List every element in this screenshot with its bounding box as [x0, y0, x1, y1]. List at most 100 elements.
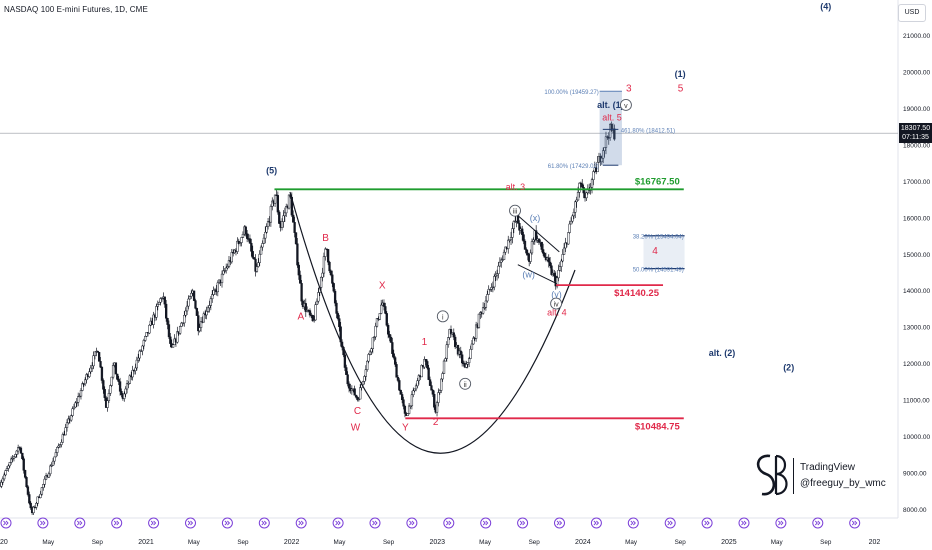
- level-label: $10484.75: [635, 421, 681, 432]
- candle-body: [300, 283, 303, 302]
- candle-body: [285, 206, 288, 214]
- candle-body: [558, 266, 562, 271]
- candle-body: [245, 233, 249, 239]
- time-axis[interactable]: 2020 May Sep 2021 May Sep 2022 May Sep 2023 May Sep…: [0, 517, 880, 546]
- candle-body: [456, 345, 460, 355]
- candle-body: [353, 388, 356, 396]
- candle-body: [562, 247, 566, 255]
- price-tick-label: 20000.00: [903, 70, 930, 77]
- candle-body: [287, 194, 291, 209]
- candle-body: [297, 264, 300, 276]
- candle-body: [197, 315, 200, 332]
- candle-body: [578, 182, 581, 193]
- candle-body: [561, 254, 564, 262]
- candle-body: [347, 383, 351, 389]
- currency-button[interactable]: USD: [898, 4, 926, 22]
- candle-body: [338, 318, 341, 327]
- candle-body: [5, 468, 9, 471]
- candle-body: [477, 313, 481, 328]
- candle-body: [12, 456, 16, 459]
- candle-body: [96, 350, 99, 353]
- candle-body: [409, 405, 412, 407]
- candle-body: [333, 290, 337, 304]
- fib-label: 61.80% (17429.02): [548, 164, 599, 170]
- candle-body: [99, 361, 102, 368]
- candle-body: [261, 243, 264, 248]
- fib-label: 461.80% (18412.51): [621, 128, 675, 134]
- candle-body: [185, 305, 189, 312]
- candle-body: [248, 238, 252, 244]
- candle-body: [11, 458, 14, 460]
- candle-body: [91, 365, 94, 369]
- circled-wave-label: iv: [554, 302, 560, 309]
- candle-body: [374, 325, 377, 338]
- candle-body: [25, 477, 28, 487]
- event-marker-arrows: [814, 520, 821, 526]
- candle-body: [470, 343, 474, 350]
- price-axis[interactable]: 8000.00 9000.00 10000.00 11000.00 12000.00 13…: [903, 33, 930, 514]
- event-marker-arrows: [667, 520, 673, 526]
- candle-body: [92, 355, 95, 367]
- bar-countdown: 07:11:35: [902, 134, 929, 141]
- candle-body: [273, 194, 277, 204]
- candle-body: [518, 223, 521, 231]
- candle-body: [389, 336, 393, 343]
- candle-body: [88, 371, 91, 377]
- wave-label: 4: [652, 246, 658, 257]
- wave-circle: [459, 377, 472, 390]
- candle-body: [493, 276, 496, 288]
- candle-body: [167, 324, 171, 338]
- candle-body: [100, 366, 104, 381]
- candle-body: [522, 234, 525, 242]
- candle-body: [72, 406, 76, 409]
- candle-body: [202, 313, 206, 323]
- candle-body: [459, 350, 462, 356]
- last-price-tag: 18307.50 07:11:35: [899, 123, 932, 143]
- candle-body: [58, 444, 62, 447]
- candle-body: [190, 292, 193, 297]
- event-marker-arrows: [335, 520, 341, 526]
- candle-body: [413, 388, 416, 391]
- candle-body: [574, 201, 577, 213]
- candle-body: [521, 228, 524, 235]
- price-tick-label: 19000.00: [903, 106, 930, 113]
- wave-label: alt. 5: [602, 113, 622, 123]
- candle-body: [604, 136, 608, 148]
- candle-body: [19, 447, 23, 454]
- candle-body: [211, 294, 214, 300]
- candle-body: [165, 303, 168, 319]
- candle-body: [388, 334, 391, 338]
- candle-body: [543, 253, 546, 258]
- event-marker-arrows: [298, 520, 304, 526]
- candle-body: [223, 270, 226, 272]
- candle-body: [406, 413, 409, 416]
- candle-body: [271, 200, 274, 207]
- time-tick-label: May: [188, 539, 201, 546]
- candle-body: [497, 265, 500, 274]
- candle-body: [385, 313, 388, 326]
- candle-body: [139, 350, 143, 352]
- candle-body: [208, 305, 211, 309]
- candle-body: [103, 389, 106, 398]
- candle-body: [184, 310, 187, 316]
- candle-body: [345, 367, 348, 375]
- time-tick-label: Sep: [92, 539, 104, 546]
- candle-body: [64, 427, 67, 436]
- candle-body: [120, 391, 123, 396]
- time-tick-label: May: [42, 539, 55, 546]
- wave-label: W: [351, 423, 361, 434]
- candle-body: [548, 261, 552, 267]
- candle-body: [212, 290, 215, 295]
- candle-body: [106, 400, 109, 408]
- candle-body: [484, 300, 488, 308]
- circled-wave-label: i: [442, 314, 444, 321]
- candle-body: [4, 470, 7, 476]
- candle-body: [526, 252, 529, 256]
- candle-body: [266, 221, 270, 228]
- candle-body: [445, 344, 448, 359]
- event-marker-arrows: [630, 520, 636, 526]
- time-tick-label: 2021: [138, 539, 154, 546]
- candle-body: [488, 288, 492, 291]
- candle-body: [40, 487, 44, 495]
